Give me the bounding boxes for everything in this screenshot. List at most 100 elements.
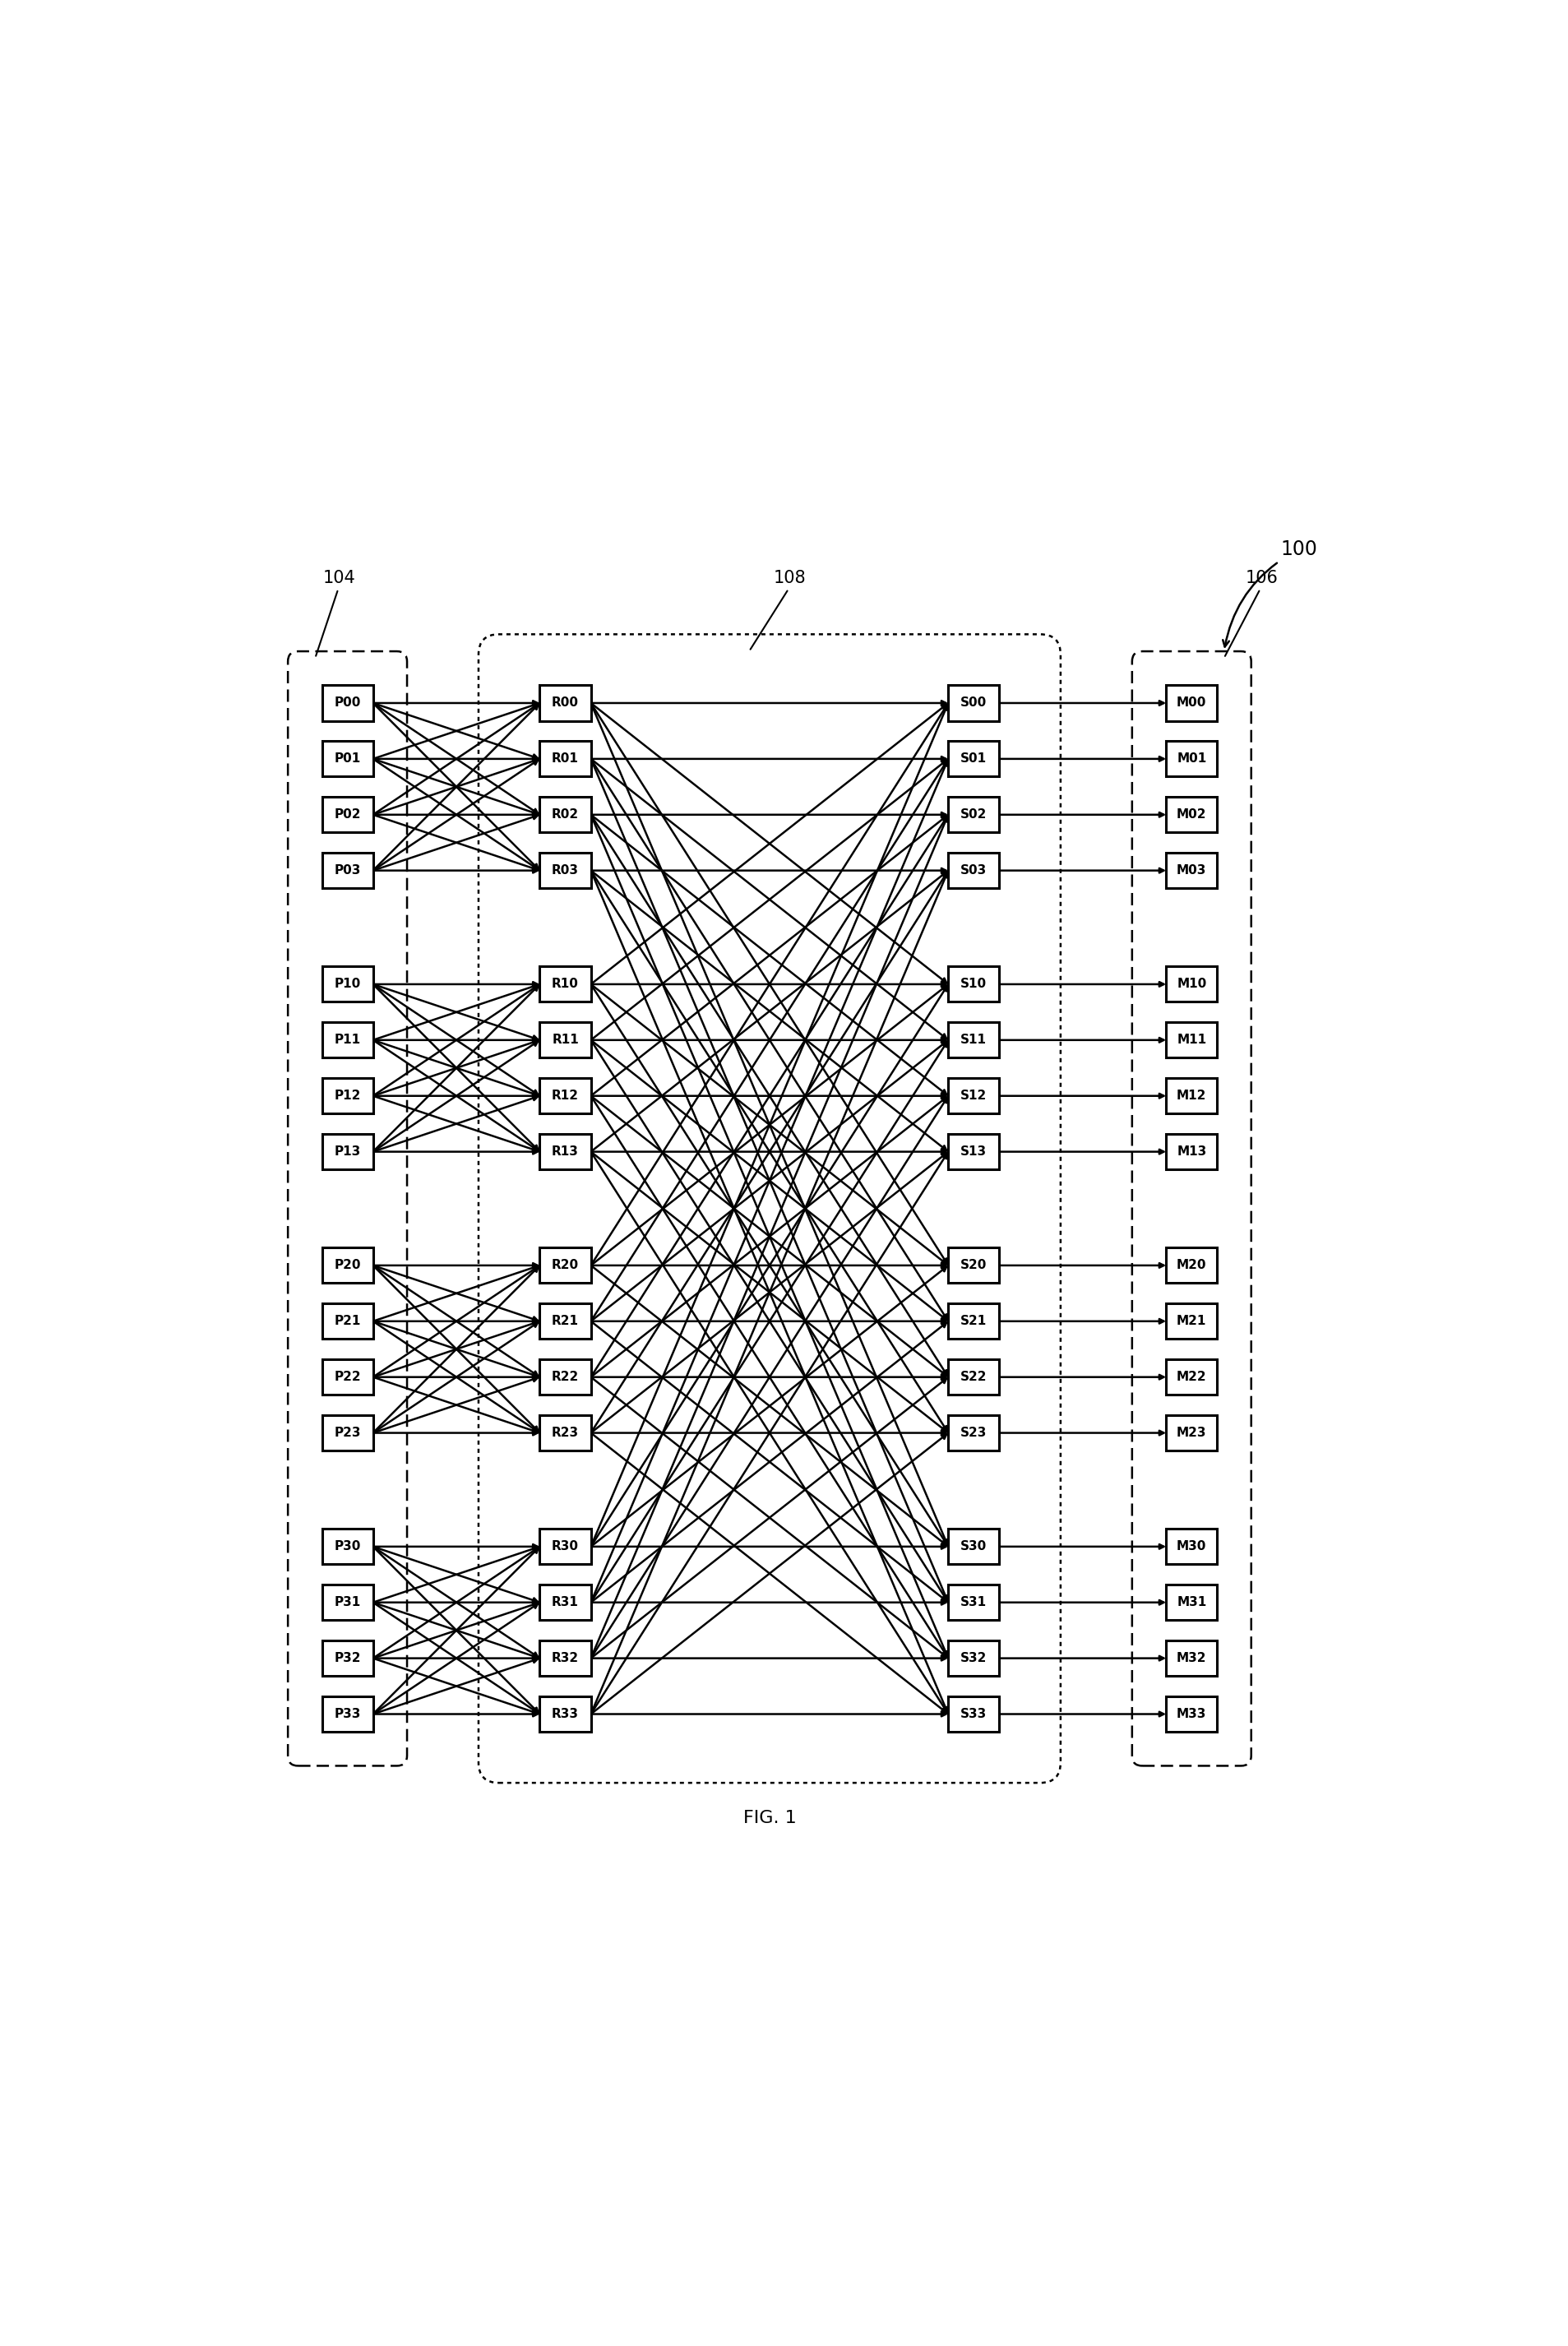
Bar	[1167, 1023, 1217, 1058]
Text: P01: P01	[334, 753, 361, 765]
Text: S11: S11	[961, 1035, 986, 1046]
Bar	[949, 1079, 999, 1114]
Bar	[949, 1584, 999, 1621]
Text: M21: M21	[1176, 1316, 1207, 1328]
Bar	[1167, 798, 1217, 833]
Text: R01: R01	[552, 753, 579, 765]
Bar	[321, 798, 373, 833]
Text: R03: R03	[552, 863, 579, 877]
Text: 104: 104	[315, 570, 356, 657]
Text: P23: P23	[334, 1426, 361, 1438]
Bar	[321, 1248, 373, 1283]
Bar	[1167, 685, 1217, 720]
Text: R33: R33	[552, 1708, 579, 1720]
Bar	[321, 1079, 373, 1114]
Bar	[1167, 1248, 1217, 1283]
Bar	[1167, 1415, 1217, 1450]
Text: R11: R11	[552, 1035, 579, 1046]
Bar	[949, 1023, 999, 1058]
Bar	[539, 1415, 591, 1450]
Bar	[1167, 1079, 1217, 1114]
Text: S12: S12	[961, 1089, 986, 1103]
Text: M03: M03	[1176, 863, 1207, 877]
Text: P12: P12	[334, 1089, 361, 1103]
Bar	[321, 741, 373, 777]
Text: P00: P00	[334, 697, 361, 708]
Bar	[539, 1584, 591, 1621]
Text: P30: P30	[334, 1541, 361, 1553]
Text: M22: M22	[1176, 1370, 1207, 1384]
Bar	[949, 1696, 999, 1731]
Bar	[1167, 741, 1217, 777]
Text: R22: R22	[552, 1370, 579, 1384]
Text: S23: S23	[961, 1426, 988, 1438]
Bar	[539, 1079, 591, 1114]
Text: R12: R12	[552, 1089, 579, 1103]
Bar	[321, 1584, 373, 1621]
Bar	[539, 967, 591, 1002]
Text: P13: P13	[334, 1145, 361, 1159]
Bar	[949, 967, 999, 1002]
Text: R02: R02	[552, 809, 579, 821]
Text: 106: 106	[1225, 570, 1278, 657]
Text: FIG. 1: FIG. 1	[743, 1811, 797, 1828]
Bar	[949, 854, 999, 889]
Bar	[321, 854, 373, 889]
Bar	[1167, 1133, 1217, 1168]
Text: S13: S13	[961, 1145, 986, 1159]
Bar	[949, 798, 999, 833]
Text: P20: P20	[334, 1260, 361, 1272]
Bar	[539, 1640, 591, 1675]
Text: M33: M33	[1176, 1708, 1207, 1720]
Text: R30: R30	[552, 1541, 579, 1553]
Bar	[539, 1133, 591, 1168]
Bar	[1167, 1358, 1217, 1396]
Bar	[1167, 1584, 1217, 1621]
Bar	[539, 854, 591, 889]
Text: P33: P33	[334, 1708, 361, 1720]
Bar	[321, 685, 373, 720]
Text: R00: R00	[552, 697, 579, 708]
Text: 108: 108	[751, 570, 806, 650]
Bar	[321, 1415, 373, 1450]
Text: P11: P11	[334, 1035, 361, 1046]
Bar	[321, 1640, 373, 1675]
Bar	[539, 1248, 591, 1283]
Text: P02: P02	[334, 809, 361, 821]
Bar	[949, 1248, 999, 1283]
Bar	[949, 1415, 999, 1450]
Text: S32: S32	[961, 1652, 988, 1663]
Bar	[1167, 1304, 1217, 1340]
Text: S00: S00	[961, 697, 986, 708]
Text: M23: M23	[1176, 1426, 1207, 1438]
Text: M01: M01	[1176, 753, 1206, 765]
Text: R31: R31	[552, 1595, 579, 1609]
Bar	[949, 685, 999, 720]
Bar	[321, 1358, 373, 1396]
Text: S22: S22	[961, 1370, 988, 1384]
Text: R10: R10	[552, 978, 579, 990]
Text: R13: R13	[552, 1145, 579, 1159]
Bar	[949, 741, 999, 777]
Text: S21: S21	[961, 1316, 986, 1328]
Text: S20: S20	[961, 1260, 988, 1272]
Text: P10: P10	[334, 978, 361, 990]
Text: M00: M00	[1176, 697, 1207, 708]
Bar	[949, 1133, 999, 1168]
Bar	[321, 967, 373, 1002]
Bar	[1167, 1696, 1217, 1731]
Text: M10: M10	[1176, 978, 1206, 990]
Bar	[539, 1023, 591, 1058]
Text: R20: R20	[552, 1260, 579, 1272]
Text: M31: M31	[1176, 1595, 1206, 1609]
Bar	[949, 1358, 999, 1396]
Bar	[539, 1304, 591, 1340]
Bar	[321, 1023, 373, 1058]
Text: M12: M12	[1176, 1089, 1207, 1103]
Bar	[949, 1640, 999, 1675]
Bar	[539, 1696, 591, 1731]
Text: M20: M20	[1176, 1260, 1207, 1272]
Bar	[321, 1530, 373, 1565]
Text: P32: P32	[334, 1652, 361, 1663]
Text: P22: P22	[334, 1370, 361, 1384]
